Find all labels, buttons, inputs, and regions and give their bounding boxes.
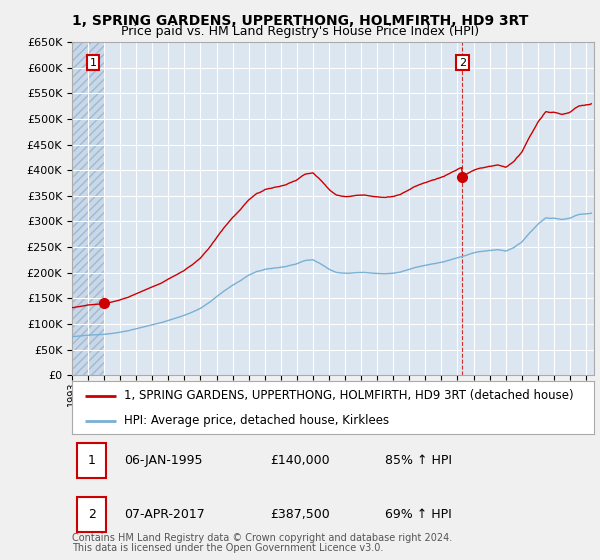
Text: 07-APR-2017: 07-APR-2017 bbox=[124, 508, 205, 521]
Text: 2: 2 bbox=[459, 58, 466, 68]
Text: 85% ↑ HPI: 85% ↑ HPI bbox=[385, 454, 452, 468]
Text: 2: 2 bbox=[88, 508, 95, 521]
Text: HPI: Average price, detached house, Kirklees: HPI: Average price, detached house, Kirk… bbox=[124, 414, 389, 427]
Text: 69% ↑ HPI: 69% ↑ HPI bbox=[385, 508, 452, 521]
Text: Contains HM Land Registry data © Crown copyright and database right 2024.: Contains HM Land Registry data © Crown c… bbox=[72, 533, 452, 543]
FancyBboxPatch shape bbox=[77, 497, 106, 532]
Bar bbox=[72, 42, 104, 375]
Text: 1: 1 bbox=[89, 58, 97, 68]
Text: £140,000: £140,000 bbox=[271, 454, 330, 468]
Text: 06-JAN-1995: 06-JAN-1995 bbox=[124, 454, 203, 468]
Text: 1, SPRING GARDENS, UPPERTHONG, HOLMFIRTH, HD9 3RT (detached house): 1, SPRING GARDENS, UPPERTHONG, HOLMFIRTH… bbox=[124, 389, 574, 402]
FancyBboxPatch shape bbox=[77, 444, 106, 478]
Text: 1, SPRING GARDENS, UPPERTHONG, HOLMFIRTH, HD9 3RT: 1, SPRING GARDENS, UPPERTHONG, HOLMFIRTH… bbox=[72, 14, 528, 28]
Text: This data is licensed under the Open Government Licence v3.0.: This data is licensed under the Open Gov… bbox=[72, 543, 383, 553]
Text: 1: 1 bbox=[88, 454, 95, 468]
Text: £387,500: £387,500 bbox=[271, 508, 330, 521]
Text: Price paid vs. HM Land Registry's House Price Index (HPI): Price paid vs. HM Land Registry's House … bbox=[121, 25, 479, 38]
